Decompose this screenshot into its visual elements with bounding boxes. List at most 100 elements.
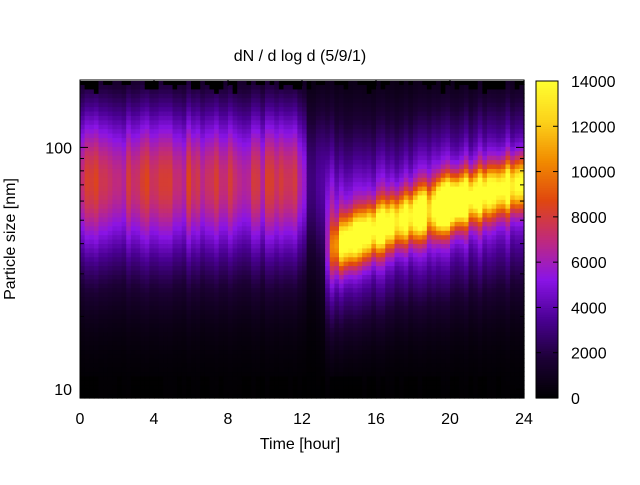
heatmap-cell [320,269,326,275]
heatmap-cell [140,203,146,209]
heatmap-cell [191,318,197,324]
heatmap-cell [98,345,104,351]
heatmap-cell [306,177,312,183]
heatmap-cell [246,80,252,86]
heatmap-cell [265,261,271,267]
heatmap-cell [339,243,345,249]
heatmap-cell [269,124,275,130]
heatmap-cell [269,133,275,139]
heatmap-cell [288,336,294,342]
heatmap-cell [117,150,123,156]
heatmap-cell [167,168,174,174]
heatmap-cell [112,216,118,222]
heatmap-cell [334,261,340,267]
heatmap-cell [177,389,183,395]
heatmap-cell [158,168,164,174]
heatmap-cell [260,331,266,337]
heatmap-cell [195,97,201,103]
heatmap-cell [135,336,141,342]
heatmap-cell [278,239,285,245]
heatmap-cell [181,327,187,333]
heatmap-cell [218,274,224,280]
heatmap-cell [186,88,192,94]
heatmap-cell [274,88,280,94]
heatmap-cell [376,208,382,214]
heatmap-cell [278,88,285,94]
heatmap-cell [172,278,178,284]
heatmap-cell [376,133,382,139]
heatmap-cell [366,150,372,156]
heatmap-cell [315,208,322,214]
heatmap-cell [149,300,155,306]
heatmap-cell [154,243,160,249]
heatmap-cell [260,269,266,275]
heatmap-cell [232,84,238,90]
heatmap-cell [140,247,146,253]
heatmap-cell [121,190,127,196]
heatmap-cell [98,212,104,218]
heatmap-cell [399,362,405,368]
heatmap-cell [177,230,183,236]
heatmap-cell [278,256,285,262]
heatmap-cell [117,168,123,174]
heatmap-cell [274,362,280,368]
heatmap-cell [292,133,298,139]
heatmap-cell [158,93,164,99]
heatmap-cell [181,269,187,275]
heatmap-cell [195,93,201,99]
heatmap-cell [228,318,234,324]
heatmap-cell [154,345,160,351]
heatmap-cell [352,102,359,108]
heatmap-cell [214,247,220,253]
heatmap-cell [297,150,303,156]
heatmap-cell [80,234,86,240]
heatmap-cell [278,300,285,306]
heatmap-cell [288,124,294,130]
heatmap-cell [144,322,150,328]
heatmap-cell [348,380,354,386]
heatmap-cell [265,239,271,245]
heatmap-cell [158,133,164,139]
heatmap-cell [223,371,229,377]
heatmap-cell [241,168,248,174]
heatmap-cell [329,296,335,302]
heatmap-cell [89,137,95,143]
heatmap-cell [251,97,257,103]
heatmap-cell [218,265,224,271]
heatmap-cell [232,269,238,275]
heatmap-cell [181,208,187,214]
heatmap-cell [292,203,298,209]
heatmap-cell [288,172,294,178]
heatmap-cell [228,137,234,143]
heatmap-cell [329,340,335,346]
heatmap-cell [84,287,90,293]
heatmap-cell [98,168,104,174]
heatmap-cell [117,181,123,187]
heatmap-cell [140,186,146,192]
heatmap-cell [112,256,118,262]
heatmap-cell [93,225,100,231]
heatmap-cell [98,221,104,227]
heatmap-cell [348,247,354,253]
heatmap-cell [186,199,192,205]
heatmap-cell [357,322,363,328]
heatmap-cell [269,177,275,183]
heatmap-cell [269,186,275,192]
heatmap-cell [140,265,146,271]
heatmap-cell [186,119,192,125]
heatmap-cell [269,305,275,311]
heatmap-cell [158,115,164,121]
heatmap-cell [315,216,322,222]
heatmap-cell [93,300,100,306]
heatmap-cell [283,269,289,275]
heatmap-cell [149,247,155,253]
heatmap-cell [218,327,224,333]
heatmap-cell [343,172,349,178]
plot-area [80,80,525,399]
heatmap-cell [278,322,285,328]
heatmap-cell [357,141,363,147]
heatmap-cell [163,393,169,399]
heatmap-cell [278,353,285,359]
heatmap-cell [84,80,90,86]
heatmap-cell [288,269,294,275]
